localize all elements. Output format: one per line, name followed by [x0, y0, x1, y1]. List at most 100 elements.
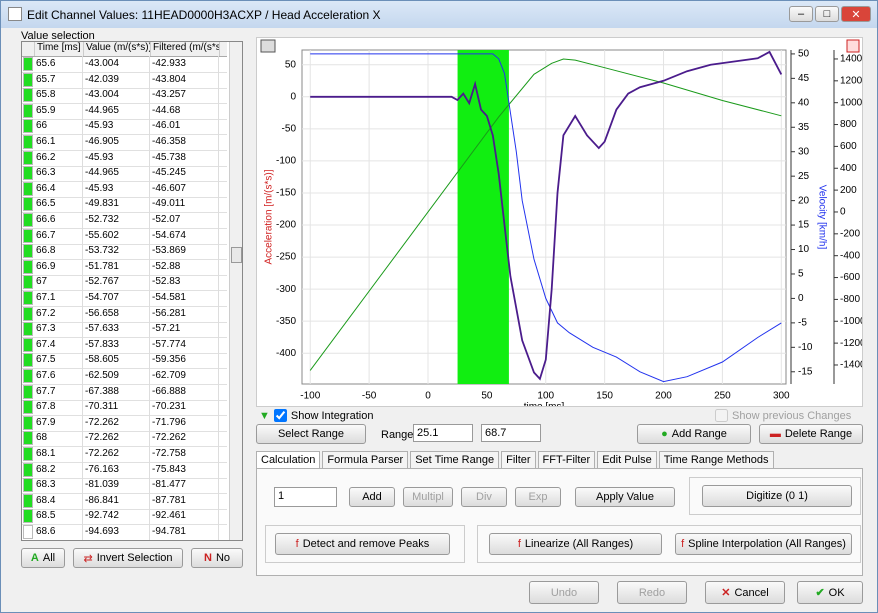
delete-range[interactable]: ▬ Delete Range — [759, 424, 863, 444]
y-tick-label: -100 — [276, 156, 296, 167]
undo-button[interactable]: Undo — [529, 581, 599, 604]
range-end[interactable]: 68.7 — [481, 424, 541, 442]
tab[interactable]: Calculation — [256, 451, 321, 468]
mult-button[interactable]: Multipl — [403, 487, 453, 507]
table-row[interactable]: 68.6 -94.693 -94.781 — [22, 524, 227, 540]
y2-tick-label: 5 — [798, 269, 804, 280]
table-cell: 66 — [34, 118, 83, 135]
table-row[interactable]: 67.9 -72.262 -71.796 — [22, 414, 227, 432]
y3-tick-label: 800 — [840, 119, 857, 130]
table-cell: 66.6 — [34, 212, 83, 228]
row-swatch — [23, 369, 33, 383]
table-row[interactable]: 66.7 -55.602 -54.674 — [22, 227, 227, 245]
label: No — [215, 552, 230, 564]
table-row[interactable]: 66.5 -49.831 -49.011 — [22, 196, 227, 214]
range-start[interactable]: 25.1 — [413, 424, 473, 442]
table-cell: -43.257 — [150, 87, 219, 104]
table-row[interactable]: 65.9 -44.965 -44.68 — [22, 102, 227, 120]
table-row[interactable]: 68.2 -76.163 -75.843 — [22, 461, 227, 479]
peaks-button[interactable]: f Detect and remove Peaks — [275, 533, 450, 555]
table-cell: 67.3 — [34, 321, 83, 338]
all-button[interactable]: A All — [21, 548, 65, 568]
table-cell: -42.039 — [83, 71, 150, 88]
table-row[interactable]: 66.8 -53.732 -53.869 — [22, 243, 227, 261]
close[interactable]: ✕ — [841, 6, 871, 22]
table-row[interactable]: 66.9 -51.781 -52.88 — [22, 258, 227, 276]
redo-button[interactable]: Redo — [617, 581, 687, 604]
tab[interactable]: FFT-Filter — [537, 451, 596, 468]
y3-tick-label: 200 — [840, 185, 857, 196]
table-cell: 67 — [34, 274, 83, 291]
table-cell: -57.633 — [83, 321, 150, 338]
no-button[interactable]: N No — [191, 548, 243, 568]
table-row[interactable]: 66.3 -44.965 -45.245 — [22, 165, 227, 183]
table-row[interactable]: 66.4 -45.93 -46.607 — [22, 180, 227, 198]
table-cell: 66.9 — [34, 258, 83, 275]
linearize-button[interactable]: f Linearize (All Ranges) — [489, 533, 662, 555]
table-row[interactable]: 67 -52.767 -52.83 — [22, 274, 227, 292]
checkbox[interactable] — [273, 409, 287, 422]
table-row[interactable]: 67.1 -54.707 -54.581 — [22, 290, 227, 307]
x-tick-label: 100 — [537, 391, 554, 402]
table-header: Time [ms]Value (m/(s*s))Filtered (m/(s*s… — [22, 42, 227, 57]
table-row[interactable]: 67.4 -57.833 -57.774 — [22, 336, 227, 354]
tab[interactable]: Formula Parser — [322, 451, 409, 468]
table-row[interactable]: 66 -45.93 -46.01 — [22, 118, 227, 136]
table-row[interactable]: 68.7-95.668-95.706 — [22, 539, 227, 540]
table-row[interactable]: 65.6 -43.004 -42.933 — [22, 56, 227, 73]
table-row[interactable]: 65.7 -42.039 -43.804 — [22, 71, 227, 89]
table-row[interactable]: 67.5 -58.605 -59.356 — [22, 352, 227, 370]
invert-button[interactable]: ⇄ Invert Selection — [73, 548, 183, 568]
row-swatch — [23, 181, 33, 196]
table-row[interactable]: 67.2 -56.658 -56.281 — [22, 305, 227, 323]
tab[interactable]: Filter — [501, 451, 536, 468]
row-swatch — [23, 322, 33, 337]
scroll-thumb[interactable] — [231, 247, 242, 263]
ok-button[interactable]: ✔ OK — [797, 581, 863, 604]
x-tick-label: 250 — [714, 391, 731, 402]
table-row[interactable]: 67.7 -67.388 -66.888 — [22, 383, 227, 401]
add-range[interactable]: ● Add Range — [637, 424, 751, 444]
tab[interactable]: Edit Pulse — [597, 451, 657, 468]
table-cell: -52.88 — [150, 258, 219, 275]
table-row[interactable]: 65.8 -43.004 -43.257 — [22, 87, 227, 105]
cancel-button[interactable]: ✕ Cancel — [705, 581, 785, 604]
div-button[interactable]: Div — [461, 487, 507, 507]
table-row[interactable]: 66.1 -46.905 -46.358 — [22, 134, 227, 151]
column-header: Filtered (m/(s*s)) — [151, 42, 220, 56]
add-button[interactable]: Add — [349, 487, 395, 507]
table-row[interactable]: 67.8 -70.311 -70.231 — [22, 399, 227, 417]
label: Show previous Changes — [732, 409, 852, 422]
scrollbar[interactable] — [229, 42, 242, 540]
checkbox[interactable] — [715, 409, 728, 422]
table-cell: 66.4 — [34, 180, 83, 197]
tab[interactable]: Set Time Range — [410, 451, 500, 468]
show-previous[interactable]: Show previous Changes — [715, 409, 851, 422]
table-row[interactable]: 68 -72.262 -72.262 — [22, 430, 227, 448]
exp-button[interactable]: Exp — [515, 487, 561, 507]
table-row[interactable]: 67.6 -62.509 -62.709 — [22, 368, 227, 385]
table-row[interactable]: 68.4 -86.841 -87.781 — [22, 492, 227, 510]
minimize[interactable]: – — [789, 6, 813, 22]
table-row[interactable]: 68.1 -72.262 -72.758 — [22, 446, 227, 463]
table-row[interactable]: 66.6 -52.732 -52.07 — [22, 212, 227, 229]
table-row[interactable]: 68.3 -81.039 -81.477 — [22, 477, 227, 495]
factor-input[interactable]: 1 — [274, 487, 337, 507]
table-row[interactable]: 66.2 -45.93 -45.738 — [22, 149, 227, 167]
spline-button[interactable]: f Spline Interpolation (All Ranges) — [675, 533, 852, 555]
tab[interactable]: Time Range Methods — [658, 451, 774, 468]
table-row[interactable]: 68.5 -92.742 -92.461 — [22, 508, 227, 526]
y2-tick-label: 50 — [798, 49, 810, 60]
maximize[interactable]: □ — [815, 6, 839, 22]
table-cell: -54.581 — [150, 290, 219, 306]
y2-tick-label: -5 — [798, 318, 807, 329]
show-integration[interactable]: ▼ Show Integration — [259, 409, 374, 422]
y3-tick-label: -200 — [840, 228, 860, 239]
digitize-button[interactable]: Digitize (0 1) — [702, 485, 852, 507]
row-swatch — [23, 103, 33, 118]
select-range[interactable]: Select Range — [256, 424, 366, 444]
table-row[interactable]: 67.3 -57.633 -57.21 — [22, 321, 227, 339]
apply-button[interactable]: Apply Value — [575, 487, 675, 507]
y2-tick-label: -15 — [798, 366, 813, 377]
